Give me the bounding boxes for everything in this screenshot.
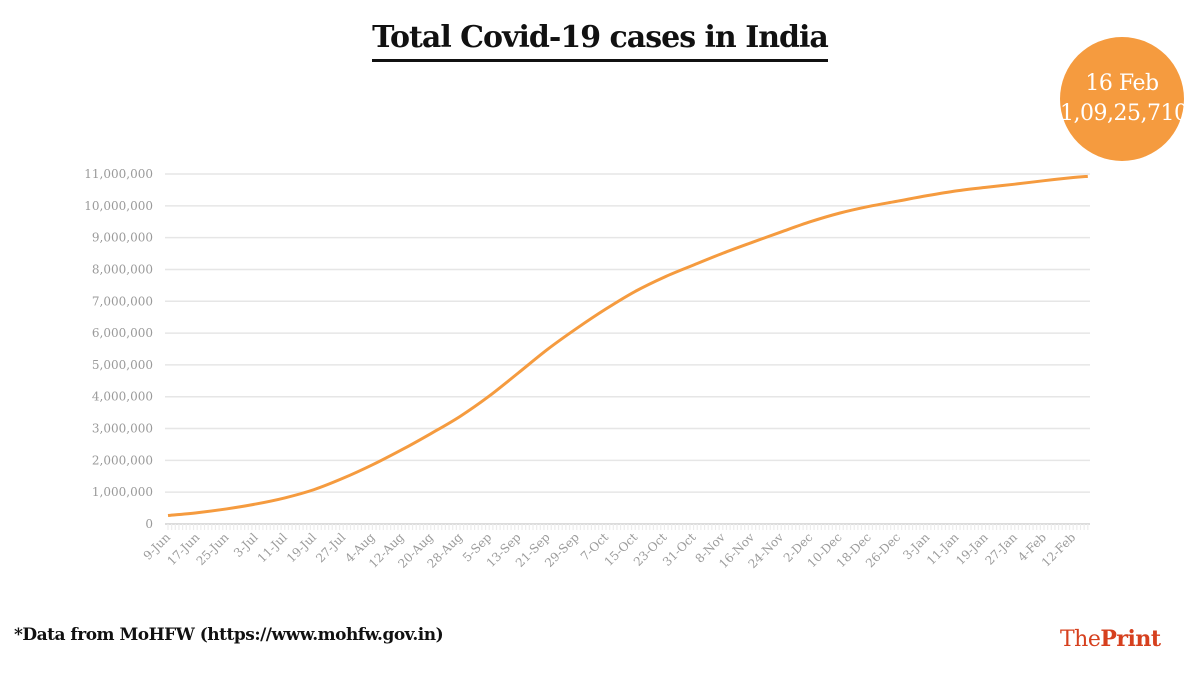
x-tick-label: 27-Jul bbox=[313, 530, 348, 565]
x-tick-label: 19-Jan bbox=[953, 530, 991, 568]
latest-value-badge: 16 Feb 1,09,25,710 bbox=[1060, 37, 1188, 161]
chart-title-text: Total Covid-19 cases in India bbox=[372, 20, 829, 62]
y-tick-label: 1,000,000 bbox=[92, 485, 153, 499]
y-axis-ticks: 0 1,000,000 2,000,000 3,000,000 4,000,000 5,0… bbox=[84, 167, 153, 531]
theprint-logo: ThePrint bbox=[1060, 626, 1161, 652]
y-tick-label: 9,000,000 bbox=[92, 231, 153, 245]
y-tick-label: 8,000,000 bbox=[92, 262, 153, 276]
x-tick-label: 19-Jul bbox=[284, 530, 319, 565]
x-tick-label: 25-Jun bbox=[194, 530, 232, 568]
y-tick-label: 7,000,000 bbox=[92, 294, 153, 308]
badge-date: 16 Feb bbox=[1085, 71, 1159, 96]
y-tick-label: 4,000,000 bbox=[92, 390, 153, 404]
y-tick-label: 11,000,000 bbox=[84, 167, 153, 181]
y-tick-label: 2,000,000 bbox=[92, 453, 153, 467]
gridlines bbox=[165, 173, 1090, 530]
y-tick-label: 3,000,000 bbox=[92, 422, 153, 436]
y-tick-label: 10,000,000 bbox=[84, 199, 153, 213]
x-tick-label: 27-Jan bbox=[982, 530, 1020, 568]
logo-the: The bbox=[1060, 627, 1101, 652]
x-tick-label: 11-Jul bbox=[255, 530, 290, 565]
chart-title: Total Covid-19 cases in India bbox=[0, 20, 1200, 62]
source-note: *Data from MoHFW (https://www.mohfw.gov.… bbox=[14, 625, 444, 645]
x-tick-label: 31-Oct bbox=[660, 530, 699, 569]
badge-value: 1,09,25,710 bbox=[1060, 101, 1188, 126]
y-tick-label: 6,000,000 bbox=[92, 326, 153, 340]
series-line-total-cases bbox=[167, 174, 1088, 517]
y-tick-label: 0 bbox=[145, 517, 153, 531]
line-chart: 0 1,000,000 2,000,000 3,000,000 4,000,000 5,0… bbox=[84, 167, 1090, 571]
y-tick-label: 5,000,000 bbox=[92, 358, 153, 372]
logo-print: Print bbox=[1100, 626, 1161, 652]
x-tick-label: 11-Jan bbox=[924, 530, 962, 568]
